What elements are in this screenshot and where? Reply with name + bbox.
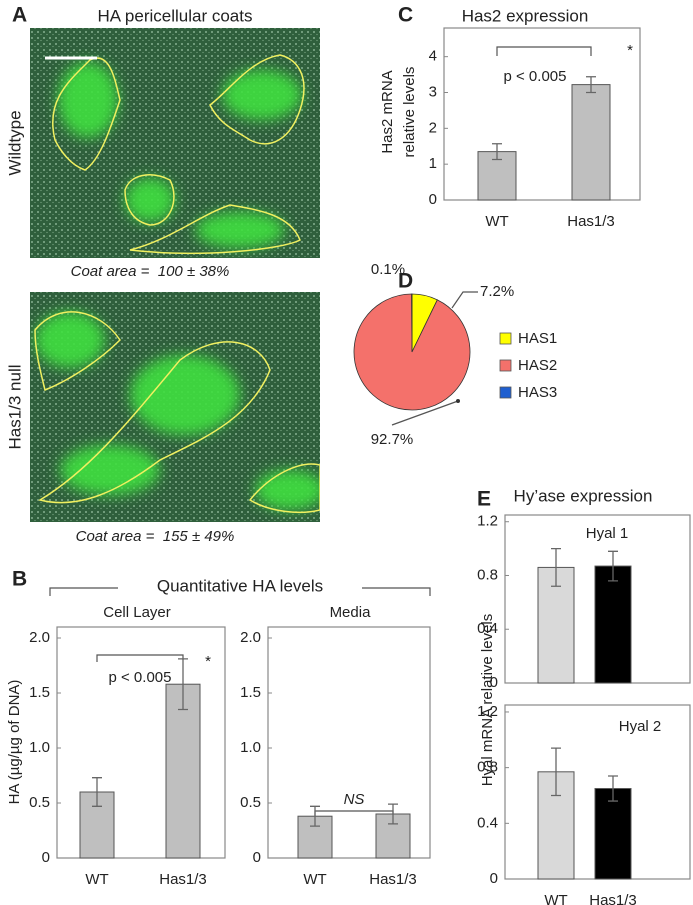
image-label: Has1/3 null	[5, 364, 24, 449]
y-tick-label: 0.8	[477, 566, 498, 583]
error-bar	[310, 805, 320, 827]
x-tick-label: Has1/3	[159, 871, 207, 888]
annotation: *	[205, 653, 211, 670]
annotation: NS	[344, 791, 365, 808]
error-bar	[178, 658, 188, 711]
annotation: p < 0.005	[504, 68, 567, 85]
y-tick-label: 2	[429, 119, 437, 136]
y-tick-label: 1.5	[29, 684, 50, 701]
panel-title: Quantitative HA levels	[157, 576, 323, 595]
legend-label: HAS2	[518, 357, 557, 374]
y-tick-label: 1	[429, 155, 437, 172]
y-tick-label: 0	[42, 849, 50, 866]
legend-label: HAS1	[518, 330, 557, 347]
y-axis-label: relative levels	[401, 67, 418, 158]
y-tick-label: 2.0	[29, 629, 50, 646]
y-tick-label: 0.4	[477, 620, 498, 637]
panel-label: C	[398, 4, 413, 27]
x-tick-label: Has1/3	[567, 213, 615, 230]
sig-bracket	[96, 654, 184, 662]
bar	[165, 683, 201, 859]
panel-title: HA pericellular coats	[98, 6, 253, 25]
image-label: Wildtype	[5, 110, 24, 175]
y-axis-label: Has2 mRNA	[379, 70, 396, 153]
error-bar	[492, 143, 502, 161]
axes-frame	[56, 626, 226, 859]
y-tick-label: 3	[429, 83, 437, 100]
y-tick-label: 0.8	[477, 759, 498, 776]
y-tick-label: 1.5	[240, 684, 261, 701]
subplot-title: Hyal 2	[619, 718, 662, 735]
axes-frame	[267, 626, 431, 859]
panel-title: Hy’ase expression	[514, 486, 653, 505]
error-bar	[92, 777, 102, 807]
subplot-title: Cell Layer	[103, 604, 171, 621]
legend-swatch	[499, 332, 512, 345]
bar	[594, 565, 632, 684]
panel-label: A	[12, 4, 27, 27]
legend-label: HAS3	[518, 384, 557, 401]
micrograph-has-null	[30, 292, 320, 522]
error-bar	[586, 76, 596, 94]
legend-swatch	[499, 386, 512, 399]
subplot-title: Hyal 1	[586, 525, 629, 542]
y-axis-label: Hyal mRNA relative levels	[479, 614, 496, 787]
y-tick-label: 4	[429, 48, 437, 65]
y-tick-label: 1.2	[477, 513, 498, 530]
slice-label: 7.2%	[480, 283, 514, 300]
error-bar	[551, 747, 561, 797]
y-tick-label: 1.0	[240, 739, 261, 756]
slice-label: 0.1%	[371, 261, 405, 278]
subplot-title: Media	[330, 604, 372, 621]
y-tick-label: 0.4	[477, 814, 498, 831]
axes-frame	[443, 27, 641, 201]
x-tick-label: WT	[303, 871, 326, 888]
error-bar	[551, 547, 561, 587]
y-tick-label: 0	[429, 191, 437, 208]
image-caption: Coat area = 100 ± 38%	[71, 263, 230, 280]
bar	[594, 788, 632, 880]
annotation: *	[627, 42, 633, 59]
y-tick-label: 0	[253, 849, 261, 866]
bar	[571, 84, 611, 201]
y-axis-label: HA (µg/µg of DNA)	[6, 680, 23, 805]
y-tick-label: 0	[490, 674, 498, 691]
y-tick-label: 0.5	[240, 794, 261, 811]
panel-label: E	[477, 488, 491, 511]
annotation: p < 0.005	[109, 669, 172, 686]
x-tick-label: WT	[544, 892, 567, 905]
group-bracket	[49, 587, 431, 596]
x-tick-label: Has1/3	[589, 892, 637, 905]
error-bar	[608, 775, 618, 802]
panel-title: Has2 expression	[462, 6, 589, 25]
legend-swatch	[499, 359, 512, 372]
pie-leader	[451, 291, 478, 309]
x-tick-label: WT	[485, 213, 508, 230]
y-tick-label: 1.2	[477, 703, 498, 720]
pie-leader-dot	[456, 399, 460, 403]
x-tick-label: WT	[85, 871, 108, 888]
panel-label: B	[12, 568, 27, 591]
y-tick-label: 0.5	[29, 794, 50, 811]
pie-leader	[391, 400, 459, 426]
error-bar	[608, 550, 618, 582]
image-caption: Coat area = 155 ± 49%	[76, 528, 235, 545]
sig-bracket	[496, 46, 592, 56]
error-bar	[388, 803, 398, 825]
panel-label: D	[398, 270, 413, 293]
y-tick-label: 1.0	[29, 739, 50, 756]
x-tick-label: Has1/3	[369, 871, 417, 888]
y-tick-label: 2.0	[240, 629, 261, 646]
y-tick-label: 0	[490, 870, 498, 887]
slice-label: 92.7%	[371, 431, 414, 448]
micrograph-wildtype	[30, 28, 320, 258]
